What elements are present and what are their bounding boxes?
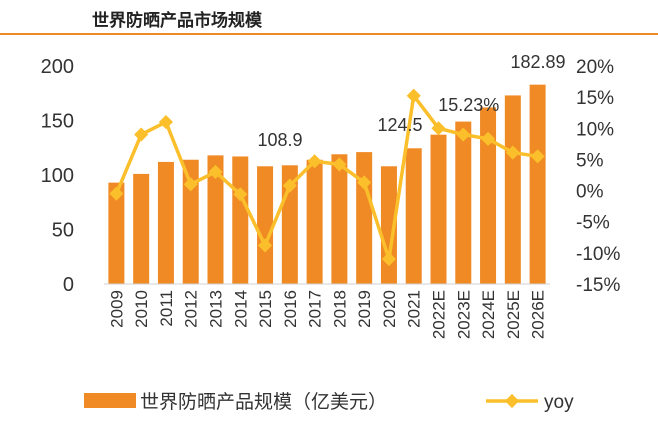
title-divider xyxy=(0,33,658,35)
yoy-point xyxy=(282,178,297,193)
left-tick-label: 100 xyxy=(41,165,74,187)
yoy-point xyxy=(456,127,471,142)
x-tick-label: 2010 xyxy=(132,290,151,328)
x-tick-label: 2025E xyxy=(504,290,523,339)
x-tick-label: 2011 xyxy=(157,290,176,327)
bar xyxy=(430,134,447,284)
right-tick-label: -10% xyxy=(576,244,620,265)
yoy-point xyxy=(134,127,149,142)
right-tick-label: -15% xyxy=(576,275,620,296)
x-tick-label: 2020 xyxy=(380,290,399,328)
x-tick-label: 2014 xyxy=(231,290,250,328)
bar xyxy=(480,107,497,284)
x-tick-label: 2018 xyxy=(330,290,349,328)
bar xyxy=(306,159,323,284)
x-tick-label: 2019 xyxy=(355,290,374,328)
bar xyxy=(232,156,249,284)
bar xyxy=(356,152,373,284)
x-tick-label: 2013 xyxy=(207,290,226,328)
yoy-point xyxy=(183,177,198,192)
right-tick-label: 10% xyxy=(576,119,614,140)
x-tick-label: 2015 xyxy=(256,290,275,328)
yoy-point xyxy=(233,187,248,202)
data-label: 15.23% xyxy=(438,95,499,115)
x-tick-label: 2017 xyxy=(306,290,325,328)
bar xyxy=(405,148,422,284)
data-label: 108.9 xyxy=(257,130,302,150)
yoy-point xyxy=(158,114,174,130)
left-tick-label: 0 xyxy=(63,274,74,296)
bar xyxy=(157,161,174,284)
bar xyxy=(207,155,224,284)
yoy-point xyxy=(406,88,421,103)
bar xyxy=(108,182,125,284)
bar xyxy=(529,84,546,284)
yoy-point xyxy=(307,154,322,169)
x-tick-label: 2012 xyxy=(182,290,201,328)
yoy-point xyxy=(480,131,496,146)
x-tick-label: 2023E xyxy=(454,290,473,339)
yoy-point xyxy=(530,149,545,164)
bar xyxy=(455,121,472,284)
legend-label-line: yoy xyxy=(544,392,574,413)
bar xyxy=(380,166,397,284)
bar xyxy=(331,154,348,284)
yoy-point xyxy=(257,238,273,253)
right-tick-label: 5% xyxy=(576,150,604,171)
data-label: 124.5 xyxy=(377,115,422,135)
right-tick-label: 15% xyxy=(576,88,614,109)
bar xyxy=(182,159,199,284)
x-tick-label: 2016 xyxy=(281,290,300,328)
x-tick-label: 2022E xyxy=(430,290,449,339)
x-tick-label: 2009 xyxy=(107,290,126,328)
legend-swatch-marker xyxy=(504,393,520,409)
yoy-line xyxy=(114,93,538,261)
left-tick-label: 200 xyxy=(41,56,74,78)
legend-swatch-bar xyxy=(84,393,136,408)
yoy-point xyxy=(357,175,372,190)
yoy-point xyxy=(381,252,397,267)
data-label: 182.89 xyxy=(510,52,565,72)
right-tick-label: -5% xyxy=(576,213,610,234)
x-tick-label: 2024E xyxy=(479,290,498,339)
bar xyxy=(133,173,150,284)
legend-label-bar: 世界防晒产品规模（亿美元） xyxy=(140,391,387,413)
left-tick-label: 50 xyxy=(52,220,74,242)
x-tick-label: 2026E xyxy=(529,290,548,339)
chart-title: 世界防晒产品市场规模 xyxy=(92,11,262,31)
bar xyxy=(257,166,274,284)
left-tick-label: 150 xyxy=(41,111,74,133)
x-tick-label: 2021 xyxy=(405,290,424,328)
yoy-point xyxy=(208,164,223,179)
right-tick-label: 20% xyxy=(576,57,614,78)
yoy-point xyxy=(332,157,347,172)
right-tick-label: 0% xyxy=(576,182,604,203)
bar xyxy=(504,95,521,285)
